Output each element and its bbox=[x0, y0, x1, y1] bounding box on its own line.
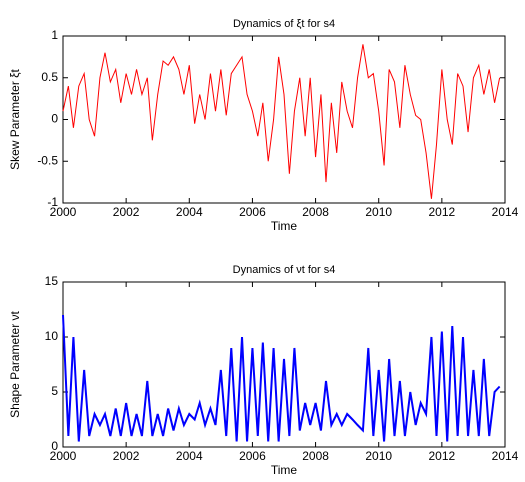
data-line bbox=[62, 314, 501, 442]
y-axis-label: Shape Parameter νt bbox=[8, 310, 22, 417]
x-tick-label: 2000 bbox=[50, 205, 77, 219]
x-tick-label: 2014 bbox=[492, 205, 519, 219]
x-tick-label: 2002 bbox=[113, 449, 140, 463]
y-tick-label: 15 bbox=[45, 274, 59, 288]
y-tick-label: 10 bbox=[45, 329, 59, 343]
chart-title: Dynamics of νt for s4 bbox=[233, 264, 336, 276]
x-tick-label: 2000 bbox=[50, 449, 77, 463]
x-tick-label: 2012 bbox=[429, 449, 456, 463]
x-tick-label: 2010 bbox=[365, 205, 392, 219]
x-tick-label: 2006 bbox=[239, 205, 266, 219]
x-tick-label: 2012 bbox=[429, 205, 456, 219]
y-tick-label: 1 bbox=[51, 28, 58, 42]
y-tick-label: -0.5 bbox=[37, 153, 58, 167]
y-axis-label: Skew Parameter ξt bbox=[8, 68, 22, 169]
x-tick-label: 2008 bbox=[302, 205, 329, 219]
x-tick-label: 2008 bbox=[302, 449, 329, 463]
x-tick-label: 2004 bbox=[176, 205, 203, 219]
x-tick-label: 2014 bbox=[492, 449, 519, 463]
x-tick-label: 2002 bbox=[113, 205, 140, 219]
y-tick-label: -1 bbox=[47, 195, 58, 209]
y-tick-label: 0 bbox=[51, 439, 58, 453]
x-axis-label: Time bbox=[271, 219, 298, 233]
plot-area bbox=[62, 35, 506, 204]
y-tick-label: 5 bbox=[51, 384, 58, 398]
y-tick-label: 0.5 bbox=[41, 70, 58, 84]
x-tick-label: 2010 bbox=[365, 449, 392, 463]
chart-title: Dynamics of ξt for s4 bbox=[233, 18, 335, 30]
x-tick-label: 2004 bbox=[176, 449, 203, 463]
y-tick-label: 0 bbox=[51, 112, 58, 126]
x-tick-label: 2006 bbox=[239, 449, 266, 463]
x-axis-label: Time bbox=[271, 463, 298, 477]
data-line bbox=[62, 44, 501, 199]
